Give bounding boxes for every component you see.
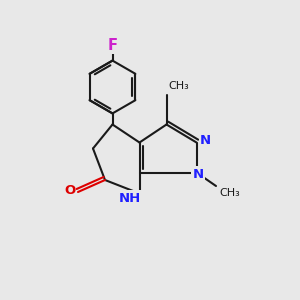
Text: F: F xyxy=(107,38,118,52)
Text: CH₃: CH₃ xyxy=(220,188,240,197)
Text: O: O xyxy=(64,184,75,197)
Text: N: N xyxy=(192,167,204,181)
Text: CH₃: CH₃ xyxy=(168,81,189,91)
Text: N: N xyxy=(200,134,211,148)
Text: NH: NH xyxy=(119,191,141,205)
